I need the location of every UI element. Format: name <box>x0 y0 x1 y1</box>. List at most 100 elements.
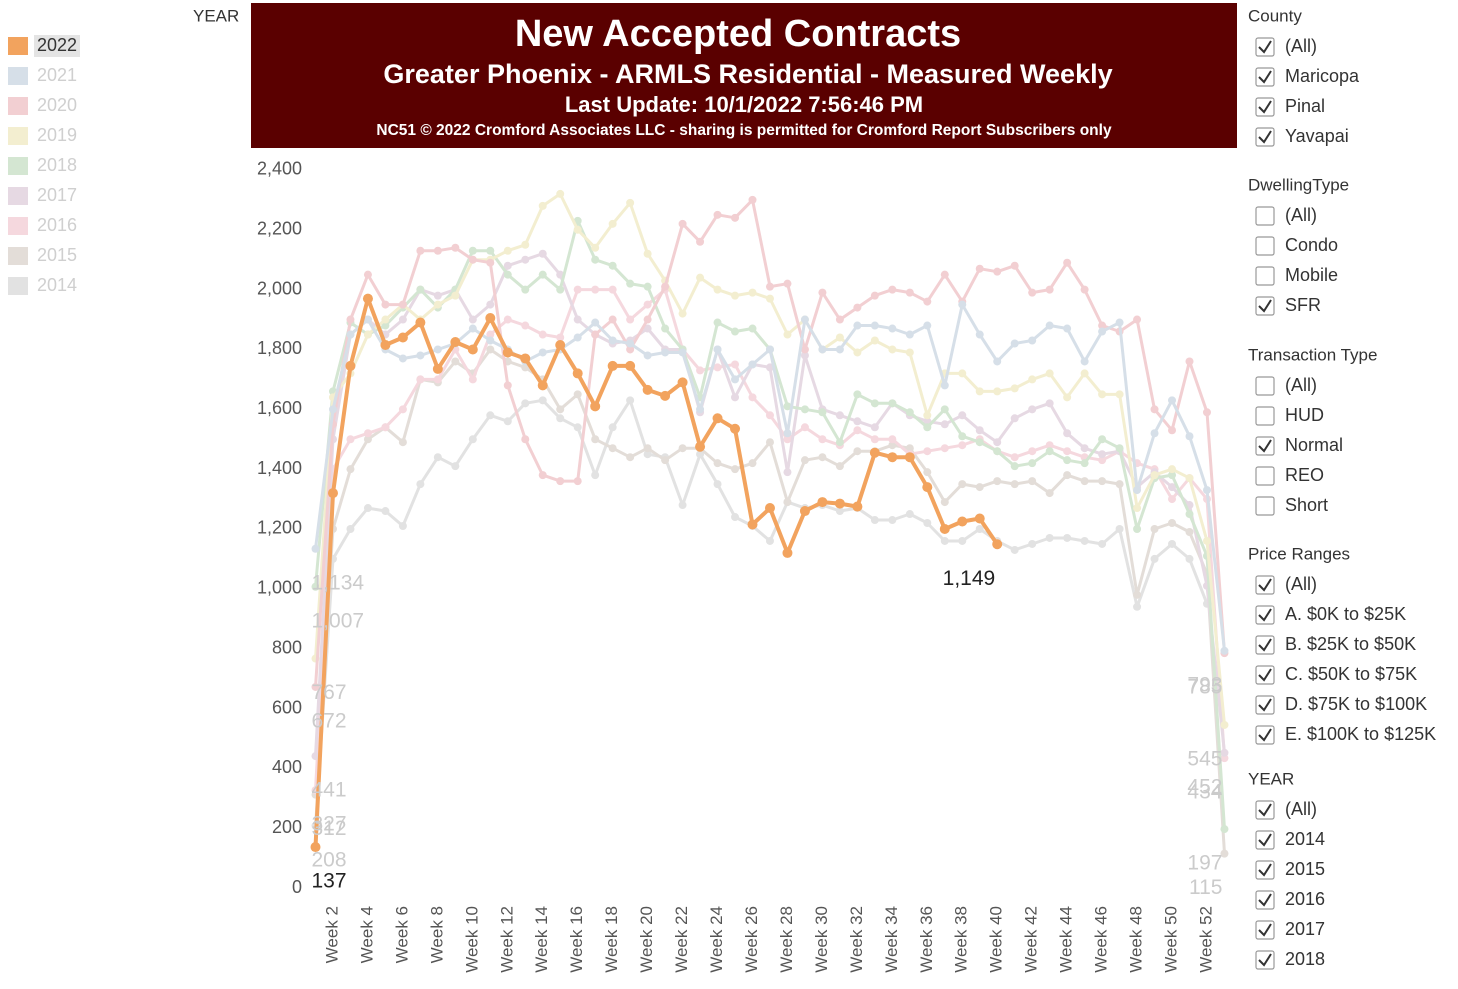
data-point[interactable] <box>626 339 635 348</box>
checkbox[interactable] <box>1255 575 1275 595</box>
data-point[interactable] <box>783 279 792 288</box>
data-point[interactable] <box>486 336 495 345</box>
data-point[interactable] <box>1115 524 1124 533</box>
data-point[interactable] <box>923 423 932 432</box>
data-point[interactable] <box>573 390 582 399</box>
data-point[interactable] <box>835 333 844 342</box>
data-point[interactable] <box>1168 483 1177 492</box>
checkbox[interactable] <box>1255 37 1275 57</box>
data-point[interactable] <box>905 330 914 339</box>
data-point[interactable] <box>346 465 355 474</box>
data-point[interactable] <box>591 471 600 480</box>
data-point[interactable] <box>626 315 635 324</box>
data-point[interactable] <box>731 213 740 222</box>
data-point[interactable] <box>853 447 862 456</box>
data-point[interactable] <box>363 429 372 438</box>
data-point[interactable] <box>748 393 757 402</box>
data-point[interactable] <box>765 282 774 291</box>
data-point[interactable] <box>556 189 565 198</box>
data-point[interactable] <box>870 336 879 345</box>
data-point[interactable] <box>765 411 774 420</box>
data-point[interactable] <box>748 324 757 333</box>
filter-option[interactable]: Yavapai <box>1285 126 1349 146</box>
data-point[interactable] <box>1185 510 1194 519</box>
data-point[interactable] <box>853 417 862 426</box>
data-point[interactable] <box>520 353 531 364</box>
legend-label[interactable]: 2020 <box>37 95 77 115</box>
data-point[interactable] <box>1010 462 1019 471</box>
data-point[interactable] <box>1168 519 1177 528</box>
data-point[interactable] <box>1045 399 1054 408</box>
data-point[interactable] <box>765 294 774 303</box>
filter-option[interactable]: Condo <box>1285 235 1338 255</box>
data-point[interactable] <box>486 246 495 255</box>
data-point[interactable] <box>713 480 722 489</box>
data-point[interactable] <box>381 507 390 516</box>
data-point[interactable] <box>713 459 722 468</box>
data-point[interactable] <box>346 524 355 533</box>
data-point[interactable] <box>993 357 1002 366</box>
data-point[interactable] <box>1063 471 1072 480</box>
data-point[interactable] <box>958 536 967 545</box>
data-point[interactable] <box>800 351 809 360</box>
data-point[interactable] <box>748 459 757 468</box>
data-point[interactable] <box>958 369 967 378</box>
data-point[interactable] <box>853 348 862 357</box>
data-point[interactable] <box>1080 459 1089 468</box>
data-point[interactable] <box>696 450 705 459</box>
filter-option[interactable]: HUD <box>1285 405 1324 425</box>
data-point[interactable] <box>993 477 1002 486</box>
checkbox[interactable] <box>1255 127 1275 147</box>
data-point[interactable] <box>677 377 688 388</box>
data-point[interactable] <box>835 507 844 516</box>
data-point[interactable] <box>643 450 652 459</box>
data-point[interactable] <box>398 438 407 447</box>
data-point[interactable] <box>1045 489 1054 498</box>
data-point[interactable] <box>748 288 757 297</box>
data-point[interactable] <box>957 516 968 527</box>
filter-option[interactable]: Maricopa <box>1285 66 1360 86</box>
filter-option[interactable]: B. $25K to $50K <box>1285 634 1416 654</box>
data-point[interactable] <box>888 516 897 525</box>
data-point[interactable] <box>713 210 722 219</box>
data-point[interactable] <box>696 366 705 375</box>
data-point[interactable] <box>363 330 372 339</box>
data-point[interactable] <box>398 354 407 363</box>
data-point[interactable] <box>765 345 774 354</box>
data-point[interactable] <box>731 360 740 369</box>
data-point[interactable] <box>591 435 600 444</box>
data-point[interactable] <box>311 544 320 553</box>
data-point[interactable] <box>731 291 740 300</box>
data-point[interactable] <box>433 345 442 354</box>
data-point[interactable] <box>1185 432 1194 441</box>
data-point[interactable] <box>870 423 879 432</box>
data-point[interactable] <box>888 345 897 354</box>
data-point[interactable] <box>888 399 897 408</box>
data-point[interactable] <box>538 201 547 210</box>
data-point[interactable] <box>1045 447 1054 456</box>
data-point[interactable] <box>853 303 862 312</box>
data-point[interactable] <box>1098 327 1107 336</box>
data-point[interactable] <box>346 435 355 444</box>
data-point[interactable] <box>1080 536 1089 545</box>
data-point[interactable] <box>1150 471 1159 480</box>
checkbox[interactable] <box>1255 605 1275 625</box>
data-point[interactable] <box>905 288 914 297</box>
checkbox[interactable] <box>1255 97 1275 117</box>
data-point[interactable] <box>327 488 338 499</box>
data-point[interactable] <box>380 339 391 350</box>
data-point[interactable] <box>1080 369 1089 378</box>
data-point[interactable] <box>712 413 723 424</box>
data-point[interactable] <box>591 243 600 252</box>
data-point[interactable] <box>800 423 809 432</box>
data-point[interactable] <box>643 249 652 258</box>
data-point[interactable] <box>625 360 636 371</box>
data-point[interactable] <box>940 420 949 429</box>
data-point[interactable] <box>451 291 460 300</box>
data-point[interactable] <box>538 249 547 258</box>
data-point[interactable] <box>486 345 495 354</box>
data-point[interactable] <box>923 468 932 477</box>
checkbox[interactable] <box>1255 950 1275 970</box>
data-point[interactable] <box>1028 288 1037 297</box>
data-point[interactable] <box>1115 444 1124 453</box>
